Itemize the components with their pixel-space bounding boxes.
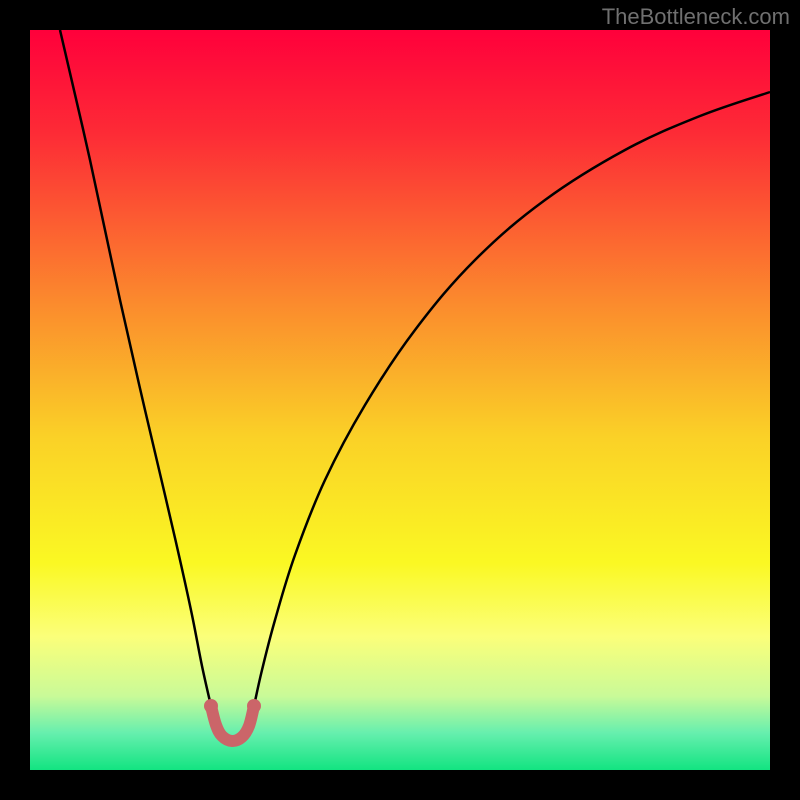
chart-background [30, 30, 770, 770]
endpoint-dot [247, 699, 261, 713]
endpoint-dot [204, 699, 218, 713]
watermark-text: TheBottleneck.com [602, 4, 790, 29]
bottleneck-chart: TheBottleneck.com [0, 0, 800, 800]
